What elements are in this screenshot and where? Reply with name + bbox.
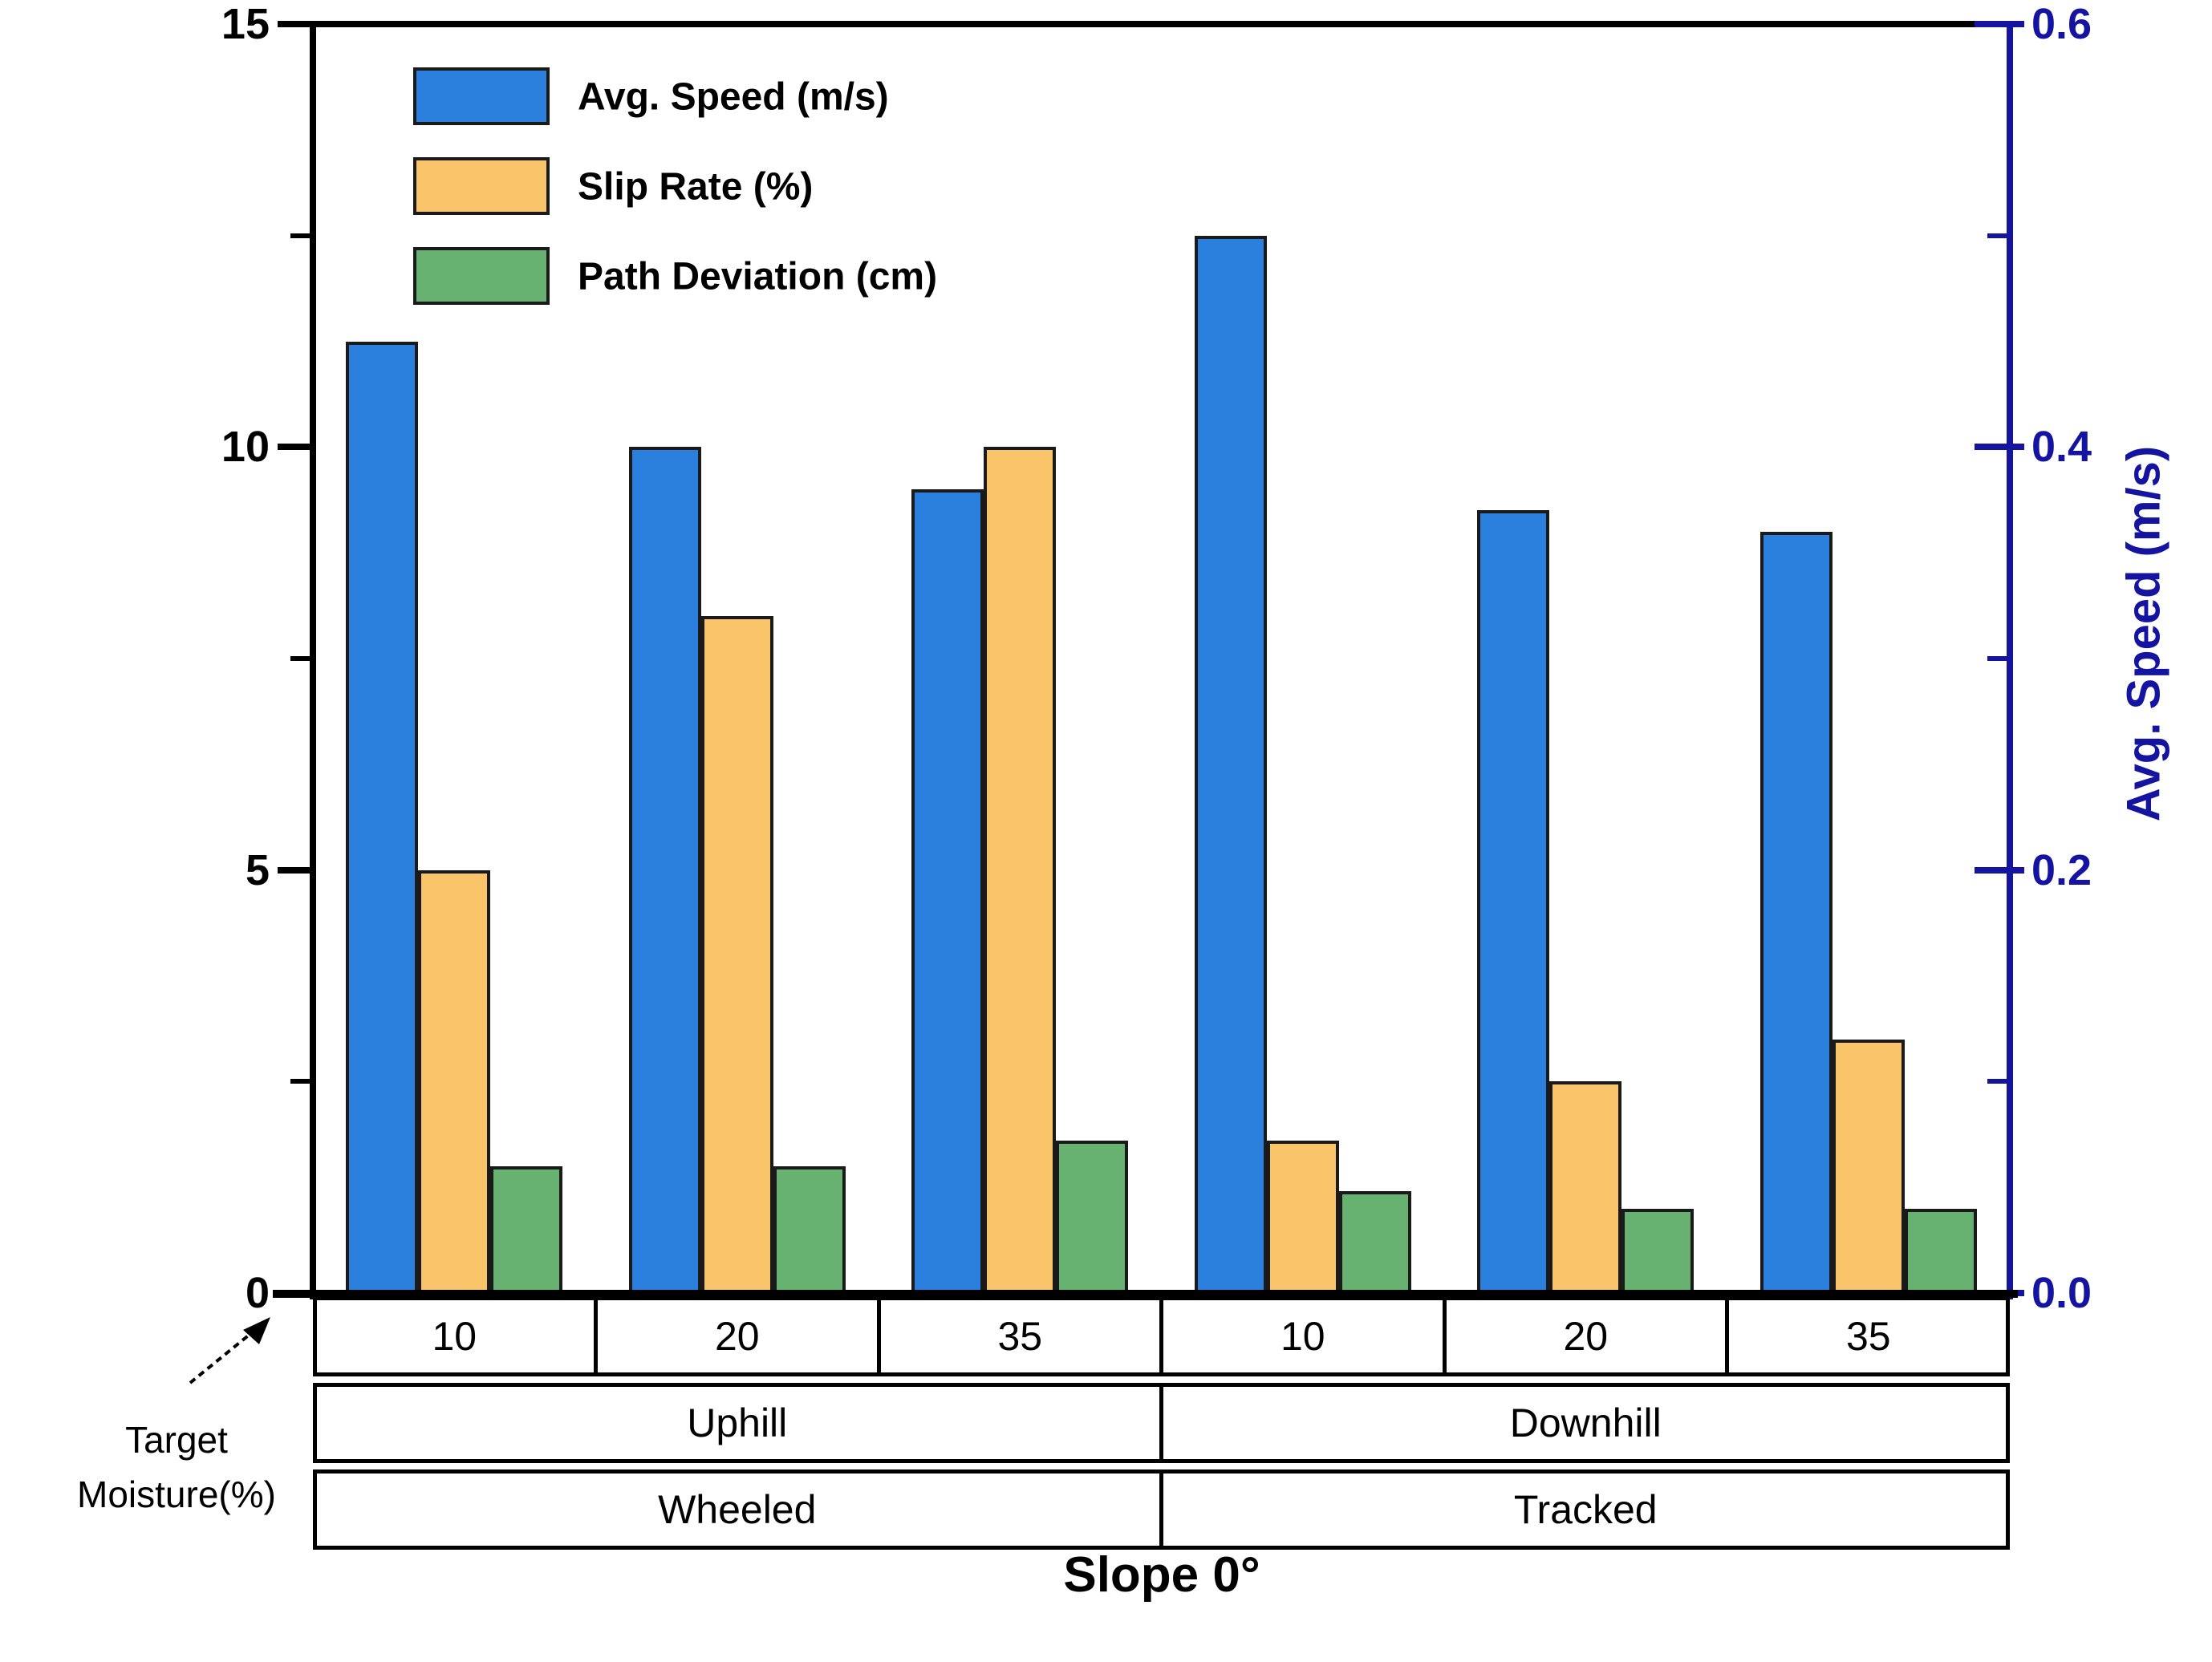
right-axis-major-tick [1975,21,2024,27]
bar-avg-speed-m-s [911,489,984,1293]
bar-slip-rate [418,870,491,1293]
legend-label-slip-rate: Slip Rate (%) [578,165,814,209]
bar-slip-rate [984,447,1057,1293]
vehicle-cell: Wheeled [658,1487,817,1532]
left-axis-major-tick [278,444,310,451]
right-axis-tick-label: 0.0 [2031,1269,2092,1317]
bar-path-deviation-cm [773,1165,846,1293]
right-y-axis-title: Avg. Speed (m/s) [2117,445,2170,822]
right-axis-major-tick [1975,444,2024,451]
bar-path-deviation-cm [1056,1141,1129,1293]
vehicle-divider [1159,1469,1163,1550]
terrain-cell: Downhill [1509,1401,1662,1445]
right-axis-tick-label: 0.6 [2031,0,2092,48]
moisture-cell: 10 [1280,1314,1325,1359]
left-axis-tick-label: 10 [221,423,270,472]
bar-avg-speed-m-s [1194,235,1267,1293]
moisture-cell: 20 [714,1314,760,1359]
right-axis-major-tick [1975,866,2024,874]
bar-path-deviation-cm [1904,1208,1977,1293]
bar-slip-rate [700,616,773,1293]
left-axis-minor-tick [290,656,310,661]
left-axis-major-tick [278,21,310,27]
bar-avg-speed-m-s [628,447,701,1293]
bar-avg-speed-m-s [1759,531,1833,1293]
legend-swatch-path-deviation [413,247,550,305]
left-axis-tick-label: 5 [245,845,270,894]
moisture-cell-divider [594,1296,598,1376]
left-axis-minor-tick [290,1079,310,1084]
left-axis-tick-label: 0 [245,1269,270,1317]
terrain-cell: Uphill [687,1401,788,1445]
bar-slip-rate [1266,1141,1339,1293]
right-y-axis [2007,21,2013,1299]
bar-slip-rate [1832,1039,1905,1293]
moisture-cell: 10 [432,1314,477,1359]
left-axis-major-tick [278,866,310,874]
bar-path-deviation-cm [490,1165,563,1293]
moisture-cell: 20 [1563,1314,1609,1359]
chart-title: Slope 0° [1063,1546,1260,1603]
moisture-cell-divider [1725,1296,1729,1376]
left-axis-minor-tick [290,233,310,238]
terrain-divider [1159,1383,1163,1463]
legend-label-avg-speed: Avg. Speed (m/s) [578,75,889,119]
bar-path-deviation-cm [1338,1191,1411,1293]
top-frame-line [310,21,2016,27]
x-annotation-line-1: Target [125,1419,228,1461]
right-axis-minor-tick [1987,233,2007,238]
x-annotation-line-2: Moisture(%) [77,1474,276,1515]
right-axis-tick-label: 0.4 [2031,423,2092,472]
right-axis-minor-tick [1987,1079,2007,1084]
bar-avg-speed-m-s [1477,510,1550,1293]
left-y-axis [310,21,316,1299]
moisture-cell: 35 [1845,1314,1891,1359]
moisture-cell-divider [1442,1296,1447,1376]
x-axis-baseline [273,1290,2018,1298]
vehicle-cell: Tracked [1513,1487,1658,1532]
legend-label-path-deviation: Path Deviation (cm) [578,255,938,298]
bar-slip-rate [1549,1081,1622,1293]
left-axis-tick-label: 15 [221,0,270,48]
right-axis-tick-label: 0.2 [2031,845,2092,894]
bar-path-deviation-cm [1621,1208,1695,1293]
annotation-arrow [189,1317,270,1384]
moisture-cell: 35 [997,1314,1043,1359]
legend-swatch-slip-rate [413,157,550,215]
right-axis-minor-tick [1987,656,2007,661]
moisture-cell-divider [876,1296,881,1376]
legend-swatch-avg-speed [413,67,550,125]
bar-avg-speed-m-s [346,341,419,1293]
moisture-cell-divider [1159,1296,1163,1376]
